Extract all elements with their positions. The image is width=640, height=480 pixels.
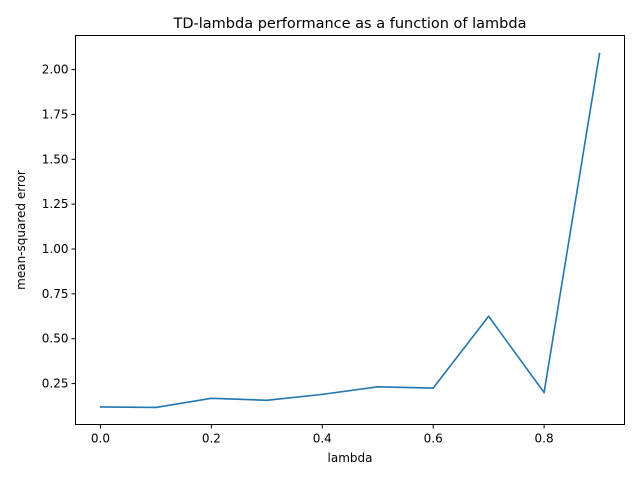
data-point: [321, 393, 324, 396]
data-point: [155, 406, 157, 409]
x-tick-label: 0.6: [424, 432, 443, 446]
y-tick-label: 1.00: [42, 242, 69, 256]
data-point: [598, 52, 601, 55]
y-axis-label: mean-squared error: [14, 170, 28, 290]
data-point: [266, 399, 268, 402]
x-tick-label: 0.8: [535, 432, 554, 446]
y-tick-label: 0.75: [42, 287, 69, 301]
series-layer: [99, 52, 601, 409]
data-point: [432, 387, 434, 389]
y-tick-label: 0.50: [42, 332, 69, 346]
data-point: [210, 397, 213, 400]
x-tick-label: 0.4: [313, 432, 332, 446]
axes-frame: [75, 35, 625, 425]
y-tick-label: 1.25: [42, 197, 69, 211]
y-axis: 0.25 0.50 0.75 1.00 1.25 1.50 1.75 2.00: [42, 63, 76, 391]
plot-area: 0.0 0.2 0.4 0.6 0.8 0.25 0.50 0.75 1.00 1.25 1.50…: [42, 35, 625, 446]
series-line: [100, 53, 601, 409]
y-tick-label: 2.00: [42, 63, 69, 77]
x-axis: 0.0 0.2 0.4 0.6 0.8: [91, 424, 554, 446]
x-tick-label: 0.0: [91, 432, 110, 446]
y-tick-label: 1.50: [42, 152, 69, 166]
x-tick-label: 0.2: [202, 432, 221, 446]
data-point: [376, 386, 379, 388]
y-tick-label: 1.75: [42, 107, 69, 121]
data-point: [99, 406, 102, 408]
y-tick-label: 0.25: [42, 377, 69, 391]
data-point: [543, 391, 545, 394]
chart-title: TD-lambda performance as a function of l…: [173, 16, 527, 32]
data-point: [487, 315, 490, 318]
x-axis-label: lambda: [328, 451, 373, 465]
